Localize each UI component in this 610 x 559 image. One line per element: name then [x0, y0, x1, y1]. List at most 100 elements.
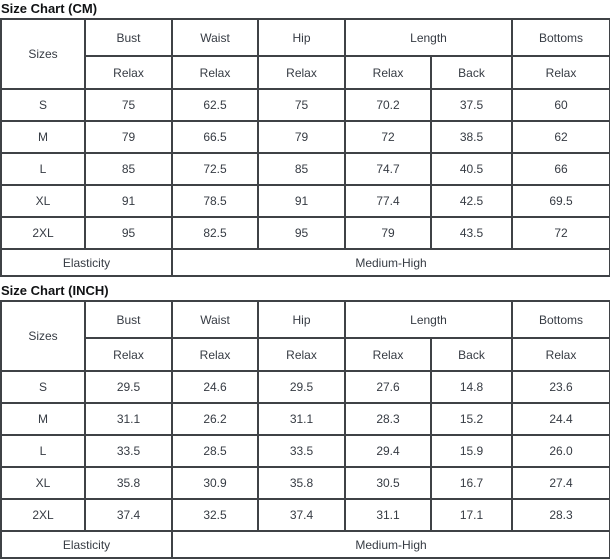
- size-value: 35.8: [84, 466, 173, 500]
- table-row-m: M 79 66.5 79 72 38.5 62: [0, 120, 610, 154]
- size-value: 91: [257, 184, 346, 218]
- size-chart-inch-title: Size Chart (INCH): [1, 283, 109, 298]
- table-row-2xl: 2XL 95 82.5 95 79 43.5 72: [0, 216, 610, 250]
- subheader-bust-relax: Relax: [84, 55, 173, 90]
- size-value: 14.8: [429, 370, 514, 404]
- size-value: 30.9: [171, 466, 259, 500]
- size-value: 69.5: [511, 184, 610, 218]
- table-row-2xl: 2XL 37.4 32.5 37.4 31.1 17.1 28.3: [0, 498, 610, 532]
- size-value: 29.5: [84, 370, 173, 404]
- size-value: 16.7: [429, 466, 514, 500]
- size-value: 28.3: [511, 498, 610, 532]
- size-value: 23.6: [511, 370, 610, 404]
- table-row-xl: XL 35.8 30.9 35.8 30.5 16.7 27.4: [0, 466, 610, 500]
- table-row-xl: XL 91 78.5 91 77.4 42.5 69.5: [0, 184, 610, 218]
- header-hip: Hip: [257, 300, 346, 339]
- size-chart-cm-table: Sizes Bust Waist Hip Length Bottoms Rela…: [0, 18, 610, 277]
- table-row-s: S 29.5 24.6 29.5 27.6 14.8 23.6: [0, 370, 610, 404]
- header-length: Length: [343, 300, 514, 339]
- table-row-m: M 31.1 26.2 31.1 28.3 15.2 24.4: [0, 402, 610, 436]
- table-row-l: L 85 72.5 85 74.7 40.5 66: [0, 152, 610, 186]
- size-value: 33.5: [257, 434, 346, 468]
- size-label: XL: [0, 466, 86, 500]
- subheader-waist-relax: Relax: [171, 55, 259, 90]
- size-value: 82.5: [171, 216, 259, 250]
- table-row-l: L 33.5 28.5 33.5 29.4 15.9 26.0: [0, 434, 610, 468]
- size-value: 28.3: [344, 402, 432, 436]
- subheader-length-relax: Relax: [344, 55, 432, 90]
- subheader-waist-relax: Relax: [171, 337, 259, 372]
- header-bust: Bust: [84, 300, 173, 339]
- size-value: 91: [84, 184, 173, 218]
- subheader-hip-relax: Relax: [257, 337, 346, 372]
- size-value: 72: [344, 120, 432, 154]
- size-value: 38.5: [429, 120, 514, 154]
- subheader-length-relax: Relax: [344, 337, 432, 372]
- size-value: 62: [511, 120, 610, 154]
- size-value: 79: [84, 120, 173, 154]
- size-value: 43.5: [429, 216, 514, 250]
- header-row: Sizes Bust Waist Hip Length Bottoms: [0, 18, 610, 90]
- size-value: 31.1: [257, 402, 346, 436]
- size-value: 74.7: [344, 152, 432, 186]
- size-label: S: [0, 88, 86, 122]
- size-value: 66: [511, 152, 610, 186]
- size-value: 31.1: [84, 402, 173, 436]
- size-chart-cm-title: Size Chart (CM): [1, 1, 98, 16]
- size-chart-inch-section: Size Chart (INCH) Sizes Bust Waist Hip L…: [0, 282, 610, 559]
- header-bottoms: Bottoms: [511, 18, 610, 57]
- size-value: 24.6: [171, 370, 259, 404]
- size-value: 40.5: [429, 152, 514, 186]
- subheader-bust-relax: Relax: [84, 337, 173, 372]
- size-value: 32.5: [171, 498, 259, 532]
- size-label: XL: [0, 184, 86, 218]
- table-row-s: S 75 62.5 75 70.2 37.5 60: [0, 88, 610, 122]
- size-label: S: [0, 370, 86, 404]
- size-chart-cm-section: Size Chart (CM) Sizes Bust Waist Hip Len…: [0, 0, 610, 277]
- elasticity-label: Elasticity: [0, 248, 173, 277]
- size-value: 24.4: [511, 402, 610, 436]
- subheader-row: Relax Relax Relax Relax Back Relax: [1, 337, 610, 372]
- size-value: 77.4: [344, 184, 432, 218]
- size-value: 33.5: [84, 434, 173, 468]
- size-value: 37.5: [429, 88, 514, 122]
- size-value: 72.5: [171, 152, 259, 186]
- size-label: 2XL: [0, 498, 86, 532]
- header-bottoms: Bottoms: [511, 300, 610, 339]
- size-value: 15.2: [429, 402, 514, 436]
- size-value: 79: [344, 216, 432, 250]
- size-value: 29.5: [257, 370, 346, 404]
- size-label: M: [0, 120, 86, 154]
- size-value: 31.1: [344, 498, 432, 532]
- header-length: Length: [343, 18, 514, 57]
- size-value: 29.4: [344, 434, 432, 468]
- header-waist: Waist: [171, 300, 259, 339]
- size-value: 72: [511, 216, 610, 250]
- subheader-row: Relax Relax Relax Relax Back Relax: [1, 55, 610, 90]
- header-sizes: Sizes: [0, 18, 86, 90]
- size-value: 26.0: [511, 434, 610, 468]
- size-value: 26.2: [171, 402, 259, 436]
- size-value: 95: [257, 216, 346, 250]
- elasticity-value: Medium-High: [170, 248, 610, 277]
- size-value: 75: [84, 88, 173, 122]
- size-value: 37.4: [84, 498, 173, 532]
- subheader-hip-relax: Relax: [257, 55, 346, 90]
- size-label: L: [0, 152, 86, 186]
- size-chart-inch-table: Sizes Bust Waist Hip Length Bottoms Rela…: [0, 300, 610, 559]
- size-value: 78.5: [171, 184, 259, 218]
- header-sizes: Sizes: [0, 300, 86, 372]
- size-value: 28.5: [171, 434, 259, 468]
- size-value: 17.1: [429, 498, 514, 532]
- size-value: 62.5: [171, 88, 259, 122]
- subheader-bottoms-relax: Relax: [511, 55, 610, 90]
- header-row: Sizes Bust Waist Hip Length Bottoms: [0, 300, 610, 372]
- size-value: 85: [257, 152, 346, 186]
- size-value: 79: [257, 120, 346, 154]
- size-value: 42.5: [429, 184, 514, 218]
- size-value: 60: [511, 88, 610, 122]
- size-value: 27.4: [511, 466, 610, 500]
- size-value: 37.4: [257, 498, 346, 532]
- size-value: 27.6: [344, 370, 432, 404]
- size-value: 95: [84, 216, 173, 250]
